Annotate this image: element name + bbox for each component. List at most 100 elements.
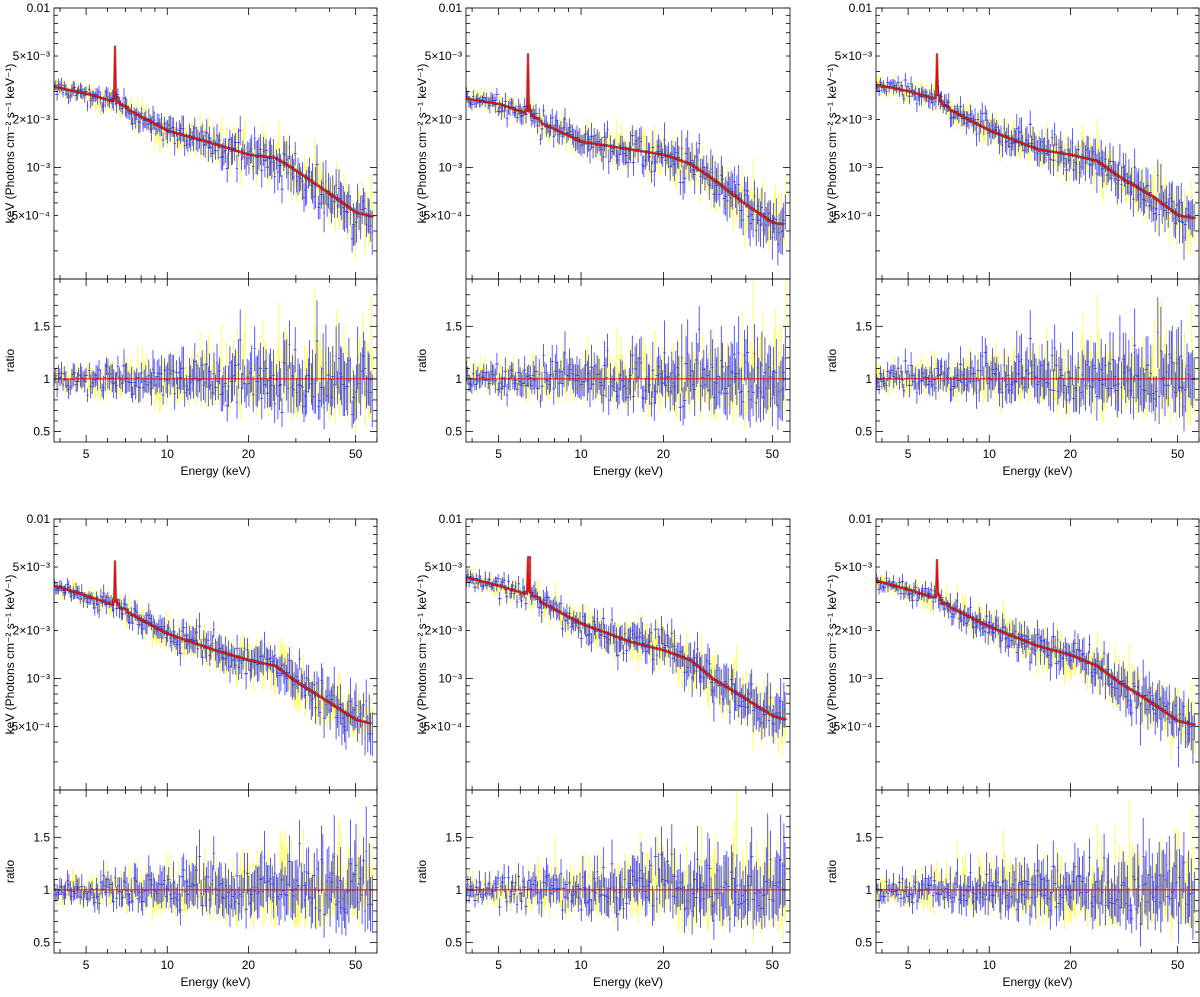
x-axis-label: Energy (keV): [180, 464, 250, 478]
y-tick-label: 2×10⁻³: [13, 112, 50, 126]
x-tick-label: 10: [983, 447, 997, 461]
ratio-points-fpmb: [466, 279, 788, 429]
y-tick-label: 0.01: [849, 512, 873, 526]
y-tick-label: 0.01: [27, 1, 51, 15]
ratio-tick-label: 0.5: [33, 424, 50, 438]
ratio-axis-label: ratio: [825, 860, 839, 884]
y-tick-label: 2×10⁻³: [13, 623, 50, 637]
y-tick-label: 2×10⁻³: [425, 623, 462, 637]
ratio-plot-area: [466, 790, 790, 943]
y-tick-label: 10⁻³: [438, 672, 462, 686]
x-tick-label: 10: [983, 958, 997, 972]
y-tick-label: 5×10⁻⁴: [11, 209, 50, 223]
y-tick-label: 10⁻³: [848, 672, 872, 686]
y-tick-label: 0.01: [27, 512, 51, 526]
y-tick-label: 5×10⁻⁴: [423, 720, 462, 734]
y-axis-label: keV (Photons cm⁻² s⁻¹ keV⁻¹): [825, 575, 839, 735]
x-tick-label: 5: [905, 958, 912, 972]
ratio-tick-label: 1.5: [855, 830, 872, 844]
ratio-plot-area: [466, 279, 790, 430]
y-axis-label: keV (Photons cm⁻² s⁻¹ keV⁻¹): [825, 64, 839, 224]
x-tick-label: 20: [1064, 447, 1078, 461]
x-tick-label: 20: [242, 447, 256, 461]
x-axis-label: Energy (keV): [593, 464, 663, 478]
ratio-tick-label: 1: [455, 372, 462, 386]
x-tick-label: 50: [1171, 958, 1185, 972]
x-axis-label: Energy (keV): [1002, 464, 1072, 478]
x-tick-label: 20: [1064, 958, 1078, 972]
spectrum-panel-1: 5 10 20 50 0.01 5×10⁻³ 2×10⁻³ 10⁻³ 5×10⁻⁴ 0.5 1 1.5…: [3, 1, 378, 478]
ratio-axis-label: ratio: [415, 349, 429, 373]
data-points-fpma: [54, 576, 374, 757]
x-tick-label: 10: [574, 958, 588, 972]
x-tick-label: 50: [349, 958, 363, 972]
y-tick-label: 10⁻³: [26, 161, 50, 175]
ratio-plot-area: [876, 801, 1199, 947]
spectrum-plot-area: [876, 559, 1197, 768]
x-tick-label: 50: [349, 447, 363, 461]
y-tick-label: 5×10⁻³: [13, 49, 50, 63]
ratio-axis-label: ratio: [415, 860, 429, 884]
data-points-fpma: [54, 77, 373, 255]
spectrum-panel-6: 5 10 20 50 0.01 5×10⁻³ 2×10⁻³ 10⁻³ 5×10⁻⁴ 0.5 1 1.5…: [825, 512, 1200, 989]
model-shadow: [466, 556, 787, 721]
ratio-tick-label: 1: [455, 883, 462, 897]
ratio-tick-label: 1: [43, 883, 50, 897]
y-tick-label: 5×10⁻⁴: [833, 209, 872, 223]
ratio-plot-area: [54, 287, 377, 434]
spectrum-plot-area: [54, 45, 375, 260]
spectrum-plot-area: [876, 53, 1197, 260]
model-curve: [876, 559, 1196, 726]
model-curve: [54, 560, 372, 724]
spectrum-plot-area: [54, 560, 375, 757]
x-tick-label: 5: [83, 958, 90, 972]
x-tick-label: 5: [495, 447, 502, 461]
ratio-axis-label: ratio: [3, 860, 17, 884]
y-tick-label: 2×10⁻³: [835, 623, 872, 637]
model-shadow: [466, 53, 785, 226]
x-axis-label: Energy (keV): [1002, 975, 1072, 989]
ratio-tick-label: 1.5: [33, 830, 50, 844]
ratio-frame: [465, 789, 791, 954]
data-points-fpmb: [466, 566, 787, 756]
x-tick-label: 50: [1171, 447, 1185, 461]
x-tick-label: 50: [766, 447, 780, 461]
axis-ticks: [876, 7, 1200, 442]
axis-ticks: [54, 7, 378, 442]
spectrum-panel-4: 5 10 20 50 0.01 5×10⁻³ 2×10⁻³ 10⁻³ 5×10⁻⁴ 0.5 1 1.5…: [3, 512, 378, 989]
axis-ticks: [466, 518, 790, 953]
x-tick-label: 10: [574, 447, 588, 461]
x-tick-label: 20: [242, 958, 256, 972]
model-curve: [466, 53, 785, 225]
ratio-frame: [53, 278, 378, 443]
x-tick-label: 5: [83, 447, 90, 461]
y-tick-label: 0.01: [439, 1, 463, 15]
spectrum-panel-2: 5 10 20 50 0.01 5×10⁻³ 2×10⁻³ 10⁻³ 5×10⁻⁴ 0.5 1 1.5…: [415, 1, 791, 478]
ratio-tick-label: 1: [865, 883, 872, 897]
y-axis-label: keV (Photons cm⁻² s⁻¹ keV⁻¹): [3, 64, 17, 224]
model-curve: [876, 53, 1196, 219]
x-tick-label: 20: [657, 447, 671, 461]
ratio-tick-label: 0.5: [855, 424, 872, 438]
x-tick-label: 5: [495, 958, 502, 972]
y-tick-label: 5×10⁻⁴: [833, 720, 872, 734]
axis-ticks: [876, 518, 1200, 953]
axis-ticks: [466, 7, 790, 442]
y-tick-label: 5×10⁻³: [425, 49, 462, 63]
y-tick-label: 10⁻³: [848, 161, 872, 175]
ratio-frame: [53, 789, 378, 954]
spectrum-panel-5: 5 10 20 50 0.01 5×10⁻³ 2×10⁻³ 10⁻³ 5×10⁻⁴ 0.5 1 1.5…: [415, 512, 791, 989]
y-tick-label: 5×10⁻³: [425, 560, 462, 574]
spectrum-frame: [875, 518, 1200, 791]
y-tick-label: 5×10⁻³: [835, 560, 872, 574]
ratio-tick-label: 1.5: [33, 319, 50, 333]
x-axis-label: Energy (keV): [593, 975, 663, 989]
y-tick-label: 5×10⁻³: [13, 560, 50, 574]
x-axis-label: Energy (keV): [180, 975, 250, 989]
axis-ticks: [54, 518, 378, 953]
ratio-points-fpma: [876, 817, 1196, 947]
spectrum-plot-area: [466, 53, 788, 266]
y-axis-label: keV (Photons cm⁻² s⁻¹ keV⁻¹): [3, 575, 17, 735]
y-tick-label: 0.01: [439, 512, 463, 526]
